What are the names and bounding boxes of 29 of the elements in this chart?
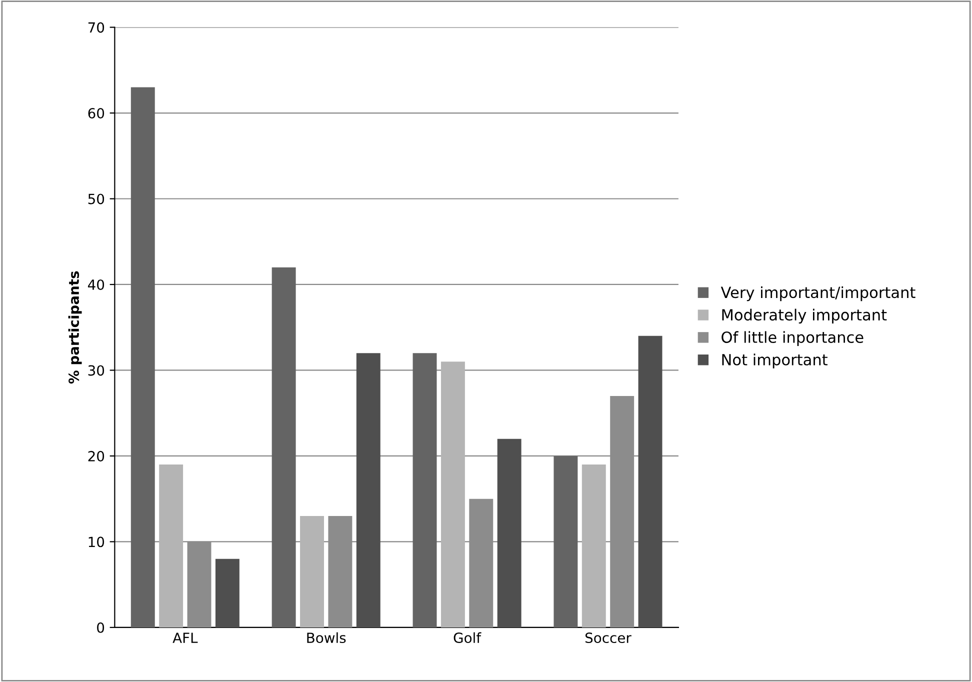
y-tick-label: 20 (88, 450, 104, 462)
bar (554, 456, 578, 628)
legend-label: Not important (722, 354, 828, 368)
y-axis-title: % participants (68, 271, 82, 384)
x-tick-label: Golf (454, 632, 482, 644)
x-tick-label: Bowls (307, 632, 346, 644)
bar (215, 558, 240, 628)
bar (497, 438, 522, 628)
y-tick-label: 70 (88, 22, 104, 33)
y-tick-label: 10 (88, 536, 104, 548)
legend-label: Very important/important (720, 286, 916, 302)
bar (130, 87, 155, 628)
legend-label: Of little inportance (722, 331, 864, 346)
x-tick-label: AFL (172, 632, 198, 643)
bar (412, 353, 437, 628)
bar (356, 353, 380, 628)
bar (272, 267, 296, 628)
bar (582, 464, 606, 628)
legend-label: Moderately important (722, 308, 887, 324)
bar (440, 362, 465, 628)
bar (159, 464, 184, 628)
y-tick-label: 60 (88, 108, 104, 118)
bar (300, 516, 324, 628)
y-tick-label: 50 (88, 194, 104, 204)
x-tick-label: Soccer (585, 632, 632, 644)
y-tick-label: 40 (88, 279, 104, 290)
y-tick-label: 0 (97, 622, 104, 633)
bar (638, 336, 662, 628)
y-tick-label: 30 (88, 365, 104, 376)
